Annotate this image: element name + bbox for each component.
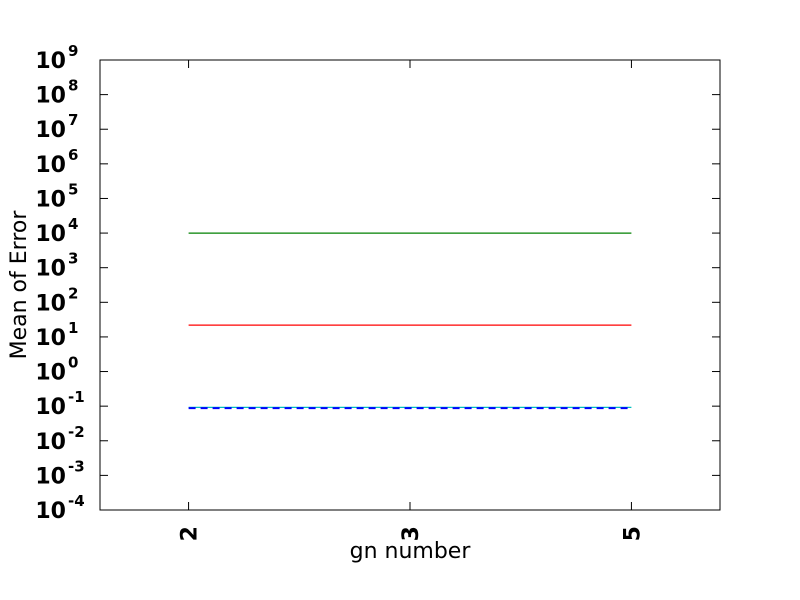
y-tick-label-base: 10 (35, 499, 66, 524)
y-tick-label-base: 10 (35, 395, 66, 420)
y-tick-label-exponent: 9 (68, 42, 78, 60)
plot-frame (99, 59, 721, 511)
y-tick-label-base: 10 (35, 464, 66, 489)
y-tick-label-base: 10 (35, 118, 66, 143)
x-axis-title: gn number (350, 539, 472, 564)
y-tick-label: 10 2 (35, 284, 78, 316)
y-tick-label-exponent: 2 (68, 284, 78, 302)
y-tick-label-exponent: -3 (68, 457, 85, 475)
y-tick-label-exponent: 1 (68, 319, 78, 337)
y-tick-label: 10 -3 (35, 457, 84, 489)
y-tick-label: 10 -2 (35, 423, 84, 455)
y-tick-label-base: 10 (35, 430, 66, 455)
y-tick-label-exponent: 0 (68, 354, 78, 372)
x-tick-label: 2 (178, 526, 203, 541)
y-tick-label-base: 10 (35, 84, 66, 109)
y-tick-label: 10 -4 (35, 492, 84, 524)
x-tick-label: 3 (399, 526, 424, 541)
y-tick-label-base: 10 (35, 326, 66, 351)
y-tick-label-base: 10 (35, 222, 66, 247)
y-tick-label-base: 10 (35, 187, 66, 212)
y-tick-label-exponent: 5 (68, 180, 78, 198)
y-tick-label: 10 5 (35, 180, 78, 212)
y-tick-label-base: 10 (35, 257, 66, 282)
y-tick-label-exponent: 8 (68, 77, 78, 95)
y-tick-label-base: 10 (35, 49, 66, 74)
x-tick-label: 5 (620, 526, 645, 541)
y-tick-label-exponent: 7 (68, 111, 78, 129)
y-tick-label: 10 0 (35, 354, 78, 386)
y-tick-label: 10 7 (35, 111, 78, 143)
y-tick-label: 10 6 (35, 146, 78, 178)
series-layer (188, 232, 632, 410)
y-tick-label-exponent: 4 (68, 215, 78, 233)
y-tick-label-exponent: -4 (68, 492, 85, 510)
y-tick-label: 10 -1 (35, 388, 84, 420)
y-tick-label-exponent: -2 (68, 423, 85, 441)
y-tick-label: 10 4 (35, 215, 78, 247)
plot-background (100, 60, 720, 510)
y-tick-label: 10 9 (35, 42, 78, 74)
y-tick-label-base: 10 (35, 361, 66, 386)
y-tick-label-exponent: 6 (68, 146, 78, 164)
y-tick-label-exponent: 3 (68, 250, 78, 268)
y-tick-label: 10 1 (35, 319, 78, 351)
y-tick-label: 10 3 (35, 250, 78, 282)
y-tick-label-exponent: -1 (68, 388, 85, 406)
y-axis-title: Mean of Error (7, 210, 32, 360)
y-tick-label-base: 10 (35, 153, 66, 178)
xlabel-layer: 2 3 5 (178, 526, 646, 541)
y-tick-label: 10 8 (35, 77, 78, 109)
y-tick-label-base: 10 (35, 291, 66, 316)
